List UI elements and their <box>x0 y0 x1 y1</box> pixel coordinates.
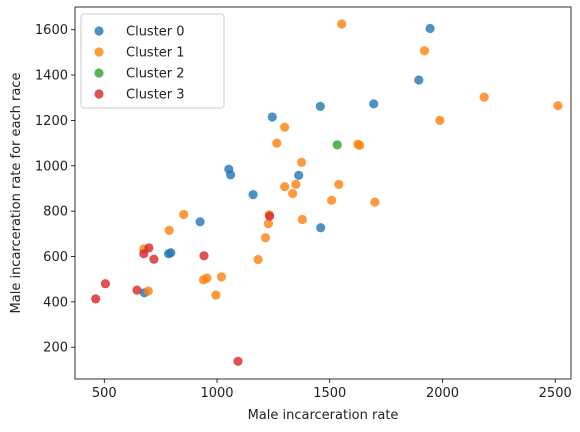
y-tick-label: 800 <box>43 205 68 220</box>
legend-marker-2 <box>94 68 104 78</box>
point-cluster-1-24 <box>216 272 227 282</box>
point-cluster-1-21 <box>260 233 271 243</box>
x-tick-label: 2000 <box>426 386 459 401</box>
y-tick-label: 1200 <box>35 114 68 129</box>
x-axis: 500 1000 1500 2000 2500 <box>92 379 572 401</box>
point-cluster-1-10 <box>291 179 301 189</box>
point-cluster-1-20 <box>164 225 174 235</box>
x-axis-label: Male incarceration rate <box>248 408 399 423</box>
points-layer <box>91 19 563 366</box>
legend-marker-0 <box>94 26 104 36</box>
point-cluster-1-9 <box>297 157 307 167</box>
point-cluster-1-23 <box>253 254 263 265</box>
y-tick-label: 1600 <box>35 23 68 38</box>
x-tick-label: 500 <box>92 386 117 401</box>
point-cluster-1-27 <box>143 286 153 296</box>
point-cluster-1-2 <box>479 92 489 102</box>
point-cluster-1-14 <box>327 195 337 205</box>
point-cluster-1-12 <box>280 182 290 192</box>
point-cluster-1-0 <box>337 19 347 29</box>
legend-label-1: Cluster 1 <box>126 46 185 61</box>
y-tick-label: 1400 <box>35 69 68 84</box>
point-cluster-0-7 <box>294 170 304 180</box>
y-axis-label: Male incarceration rate for each race <box>9 73 24 314</box>
point-cluster-3-3 <box>199 251 209 261</box>
y-tick-label: 1000 <box>35 159 68 174</box>
point-cluster-1-1 <box>419 46 430 56</box>
point-cluster-0-4 <box>267 112 277 122</box>
point-cluster-1-28 <box>211 290 221 300</box>
point-cluster-1-6 <box>272 138 282 148</box>
point-cluster-3-8 <box>233 356 243 366</box>
point-cluster-1-18 <box>263 219 273 229</box>
point-cluster-1-5 <box>280 122 290 132</box>
point-cluster-3-5 <box>100 279 110 289</box>
legend-box <box>80 13 225 109</box>
point-cluster-2-0 <box>332 140 342 150</box>
point-cluster-0-0 <box>425 23 435 34</box>
point-cluster-3-1 <box>139 249 149 259</box>
point-cluster-3-6 <box>132 285 142 295</box>
point-cluster-0-3 <box>315 101 325 111</box>
legend-marker-1 <box>94 47 104 57</box>
legend-label-0: Cluster 0 <box>126 25 185 40</box>
legend-label-2: Cluster 2 <box>126 67 185 82</box>
point-cluster-1-19 <box>179 209 189 220</box>
point-cluster-1-8 <box>355 140 365 150</box>
point-cluster-1-4 <box>435 115 445 125</box>
point-cluster-1-15 <box>370 197 380 207</box>
point-cluster-3-7 <box>91 294 101 304</box>
point-cluster-1-13 <box>288 188 298 199</box>
legend-label-3: Cluster 3 <box>126 88 185 103</box>
point-cluster-0-6 <box>226 170 236 180</box>
point-cluster-3-4 <box>265 211 275 221</box>
legend-marker-3 <box>94 89 104 99</box>
point-cluster-0-11 <box>166 248 176 258</box>
x-tick-label: 1000 <box>200 386 233 401</box>
x-tick-label: 2500 <box>539 386 572 401</box>
y-tick-label: 200 <box>43 341 68 356</box>
point-cluster-0-13 <box>316 223 326 233</box>
y-axis: 200 400 600 800 1000 1200 1400 1600 <box>35 23 75 356</box>
point-cluster-3-2 <box>149 254 159 264</box>
x-tick-label: 1500 <box>313 386 346 401</box>
y-tick-label: 400 <box>43 295 68 310</box>
point-cluster-1-26 <box>198 275 209 285</box>
point-cluster-1-3 <box>553 101 563 111</box>
point-cluster-1-11 <box>334 179 344 189</box>
plot-frame <box>74 6 572 380</box>
point-cluster-0-8 <box>248 190 258 200</box>
y-tick-label: 600 <box>43 250 68 265</box>
point-cluster-1-17 <box>297 214 307 225</box>
legend: Cluster 0 Cluster 1 Cluster 2 Cluster 3 <box>80 13 225 109</box>
point-cluster-0-9 <box>195 217 205 227</box>
point-cluster-0-1 <box>414 75 424 85</box>
point-cluster-0-2 <box>369 99 379 109</box>
